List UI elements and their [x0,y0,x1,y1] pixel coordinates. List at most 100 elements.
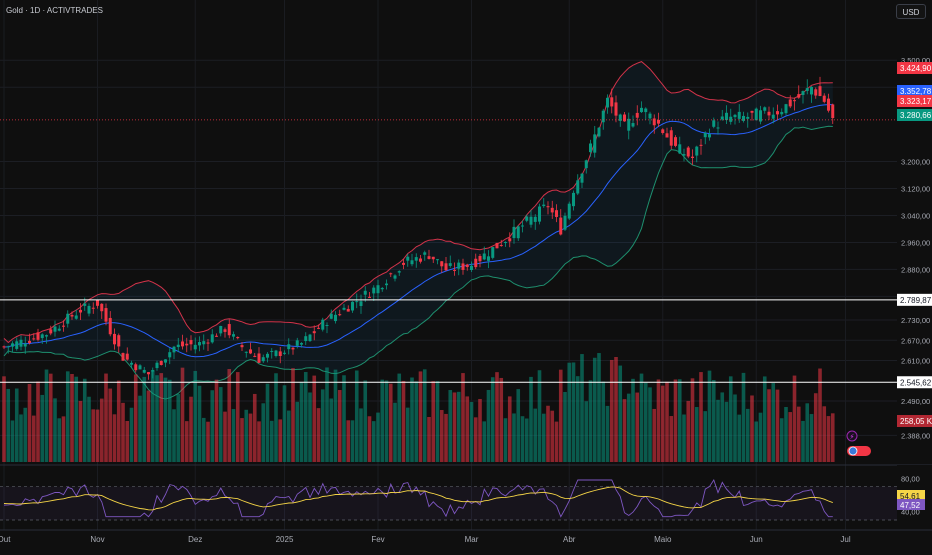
candle-body [389,273,393,275]
candle-body [181,341,184,347]
volume-bar [682,414,686,462]
horizontal-line-label: 2.545,62 [900,378,932,387]
horizontal-line-label-bg [897,293,932,306]
volume-bar [388,383,393,462]
volume-bar [486,389,491,462]
candle-body [474,258,478,268]
candle-body [295,340,299,346]
volume-bar [767,389,771,462]
volume-bar [745,408,750,462]
volume-bar [452,392,457,462]
volume-bar [19,414,23,462]
candle-body [325,325,329,327]
candle-body [525,216,529,221]
volume-bar [40,394,45,462]
volume-bar [524,418,529,462]
volume-bar [99,398,104,462]
volume-bar [286,410,291,462]
volume-bar [431,381,436,462]
price-tick-label: 3.120,00 [901,184,930,193]
volume-bar [741,372,746,462]
candle-body [232,334,235,337]
volume-bar [176,393,181,462]
volume-bar [312,375,317,462]
candle-body [159,361,163,365]
candle-body [725,112,728,121]
volume-bar [142,376,147,462]
volume-bar [316,408,321,462]
price-tick-label: 2.730,00 [901,316,930,325]
candle-body [410,260,414,265]
candle-body [15,341,19,349]
price-tick-label: 3.200,00 [901,157,930,166]
volume-bar [206,421,210,462]
candle-body [376,285,380,294]
candle-body [631,123,635,127]
volume-bar [223,411,227,462]
volume-bar [652,408,657,462]
volume-bar [592,357,597,462]
candle-body [270,350,274,352]
candle-body [414,257,418,261]
horizontal-line-label: 2.789,87 [900,296,932,305]
candle-body [572,192,575,207]
volume-bar [291,368,295,462]
volume-bar [482,421,487,462]
volume-bar [201,417,206,462]
candle-body [750,110,754,113]
candle-body [79,309,82,313]
candle-body [40,334,44,339]
candle-body [2,346,6,348]
volume-bar [550,410,555,462]
candle-body [346,308,350,312]
candle-body [385,283,388,286]
candle-body [482,253,486,260]
candle-body [712,120,716,127]
volume-bar [155,375,159,462]
candle-body [193,344,197,350]
currency-button[interactable]: USD [896,4,926,19]
candle-body [338,314,342,316]
volume-bar [278,419,283,462]
candle-body [810,86,813,95]
candle-body [151,370,155,372]
volume-bar [656,379,661,462]
candle-body [402,262,405,265]
volume-bar [609,359,614,462]
candle-body [733,114,737,118]
candle-body [291,347,295,350]
candle-body [784,104,788,114]
volume-bar [129,407,134,462]
volume-bar [478,398,482,462]
candle-body [805,88,809,91]
candle-body [495,242,499,249]
symbol-legend[interactable]: Gold · 1D · ACTIVTRADES [6,6,103,15]
candle-body [28,340,31,344]
volume-bar [65,371,70,462]
candle-body [818,86,822,97]
candle-body [614,102,618,116]
volume-bar [690,378,695,462]
volume-bar [184,421,189,462]
price-tick-label: 2.388,00 [901,431,930,440]
volume-bar [210,390,215,462]
volume-bar [605,405,610,462]
volume-bar [716,399,720,462]
volume-bar [435,381,440,462]
volume-bar [48,373,53,462]
candle-body [240,345,244,348]
candle-body [822,95,826,102]
candle-body [334,314,337,322]
candle-body [113,333,116,345]
candle-body [74,315,78,319]
candle-body [508,238,512,242]
time-tick-label: Maio [654,535,672,544]
volume-bar [367,416,372,462]
volume-bars [2,353,835,462]
candle-body [657,119,660,124]
candle-body [567,203,571,219]
candle-body [406,256,410,261]
candle-body [703,132,707,138]
